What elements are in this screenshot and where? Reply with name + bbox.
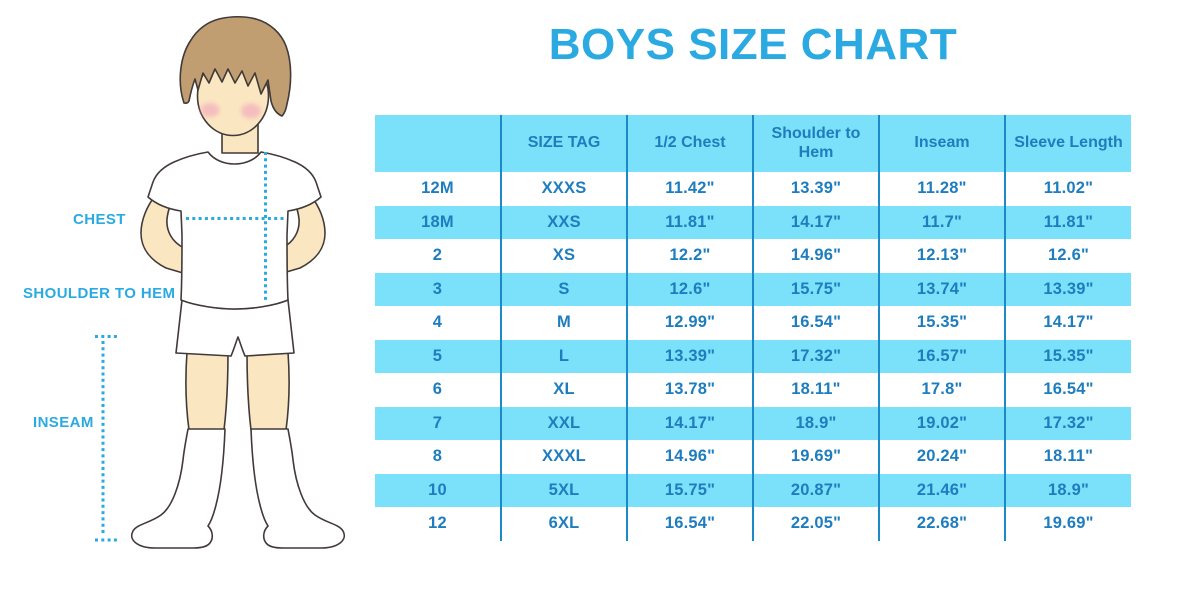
table-cell: 20.87": [752, 473, 879, 507]
table-row: 12M XXXS 11.42" 13.39" 11.28" 11.02": [375, 172, 1131, 206]
table-cell: 14.17": [1004, 306, 1131, 340]
table-cell: XXXL: [500, 440, 627, 474]
table-cell: XXL: [500, 406, 627, 440]
table-cell: 12.2": [626, 239, 753, 273]
table-cell: 17.32": [1004, 406, 1131, 440]
table-cell: 17.8": [878, 373, 1005, 407]
table-cell: XL: [500, 373, 627, 407]
table-cell: 17.32": [752, 339, 879, 373]
table-cell: M: [500, 306, 627, 340]
inseam-label: INSEAM: [33, 414, 94, 431]
row-size-label: 3: [375, 272, 501, 306]
table-cell: 11.28": [878, 172, 1005, 206]
table-cell: 15.75": [626, 473, 753, 507]
table-cell: 14.17": [752, 205, 879, 239]
table-cell: 18.11": [1004, 440, 1131, 474]
shirt-shape: [147, 151, 322, 310]
column-header: Sleeve Length: [1004, 115, 1131, 172]
right-sock: [250, 428, 345, 549]
left-sock: [131, 428, 226, 549]
table-row: 4 M 12.99" 16.54" 15.35" 14.17": [375, 306, 1131, 340]
table-row: 12 6XL 16.54" 22.05" 22.68" 19.69": [375, 507, 1131, 541]
row-size-label: 4: [432, 313, 443, 332]
blush-right: [241, 103, 261, 119]
table-row: 2 XS 12.2" 14.96" 12.13" 12.6": [375, 239, 1131, 273]
row-size-label: 10: [375, 473, 501, 507]
row-size-label: 7: [375, 406, 501, 440]
table-cell: 15.35": [878, 306, 1005, 340]
row-size-label: 5: [375, 339, 501, 373]
blush-left: [200, 103, 220, 117]
table-row: 7 XXL 14.17" 18.9" 19.02" 17.32": [375, 406, 1131, 440]
row-size-label: 8: [432, 447, 443, 466]
table-cell: 12.13": [878, 239, 1005, 273]
row-size-label: 2: [432, 246, 443, 265]
table-cell: 13.78": [626, 373, 753, 407]
table-cell: 19.02": [878, 406, 1005, 440]
table-cell: 13.39": [1004, 272, 1131, 306]
hair-shape: [179, 15, 292, 117]
table-cell: XXS: [500, 205, 627, 239]
table-cell: 19.69": [1004, 507, 1131, 541]
size-table: SIZE TAG 1/2 Chest Shoulder to Hem Inseam Sl…: [375, 115, 1131, 541]
row-size-label: 12M: [421, 179, 454, 198]
table-cell: 14.96": [626, 440, 753, 474]
table-row: 3 S 12.6" 15.75" 13.74" 13.39": [375, 272, 1131, 306]
table-cell: 13.39": [626, 339, 753, 373]
table-cell: 14.17": [626, 406, 753, 440]
table-cell: 6XL: [500, 507, 627, 541]
column-header: [375, 115, 501, 172]
table-cell: 11.42": [626, 172, 753, 206]
row-size-label: 6: [432, 380, 443, 399]
table-cell: 20.24": [878, 440, 1005, 474]
table-row: 10 5XL 15.75" 20.87" 21.46" 18.9": [375, 473, 1131, 507]
table-cell: 15.75": [752, 272, 879, 306]
table-cell: 13.74": [878, 272, 1005, 306]
table-cell: 18.11": [752, 373, 879, 407]
table-cell: 16.54": [626, 507, 753, 541]
column-header: Inseam: [878, 115, 1005, 172]
table-cell: 16.54": [752, 306, 879, 340]
table-cell: 15.35": [1004, 339, 1131, 373]
right-leg: [246, 351, 290, 431]
table-cell: 11.7": [878, 205, 1005, 239]
table-cell: 5XL: [500, 473, 627, 507]
table-cell: 12.6": [626, 272, 753, 306]
table-cell: 11.81": [626, 205, 753, 239]
table-cell: 19.69": [752, 440, 879, 474]
table-cell: 18.9": [752, 406, 879, 440]
table-cell: 21.46": [878, 473, 1005, 507]
left-leg: [185, 351, 229, 431]
table-cell: 22.05": [752, 507, 879, 541]
shoulder-to-hem-label: SHOULDER TO HEM: [23, 285, 176, 302]
header-row: SIZE TAG 1/2 Chest Shoulder to Hem Inseam Sl…: [375, 115, 1131, 172]
table-row: 5 L 13.39" 17.32" 16.57" 15.35": [375, 339, 1131, 373]
column-header: 1/2 Chest: [626, 115, 753, 172]
row-size-label: 12: [428, 514, 447, 533]
table-cell: 11.81": [1004, 205, 1131, 239]
chest-label: CHEST: [73, 211, 126, 228]
table-cell: S: [500, 272, 627, 306]
column-header: SIZE TAG: [500, 115, 627, 172]
table-cell: 16.57": [878, 339, 1005, 373]
table-row: 6 XL 13.78" 18.11" 17.8" 16.54": [375, 373, 1131, 407]
table-cell: 13.39": [752, 172, 879, 206]
table-cell: XXXS: [500, 172, 627, 206]
table-cell: 12.6": [1004, 239, 1131, 273]
table-cell: 22.68": [878, 507, 1005, 541]
column-header: Shoulder to Hem: [752, 115, 879, 172]
page-title: BOYS SIZE CHART: [548, 20, 958, 69]
boy-illustration: [95, 15, 345, 549]
table-row: 18M XXS 11.81" 14.17" 11.7" 11.81": [375, 205, 1131, 239]
table-cell: 18.9": [1004, 473, 1131, 507]
table-cell: 14.96": [752, 239, 879, 273]
table-cell: 12.99": [626, 306, 753, 340]
table-cell: 11.02": [1004, 172, 1131, 206]
table-cell: XS: [500, 239, 627, 273]
table-cell: 16.54": [1004, 373, 1131, 407]
row-size-label: 18M: [375, 205, 501, 239]
table-cell: L: [500, 339, 627, 373]
table-row: 8 XXXL 14.96" 19.69" 20.24" 18.11": [375, 440, 1131, 474]
